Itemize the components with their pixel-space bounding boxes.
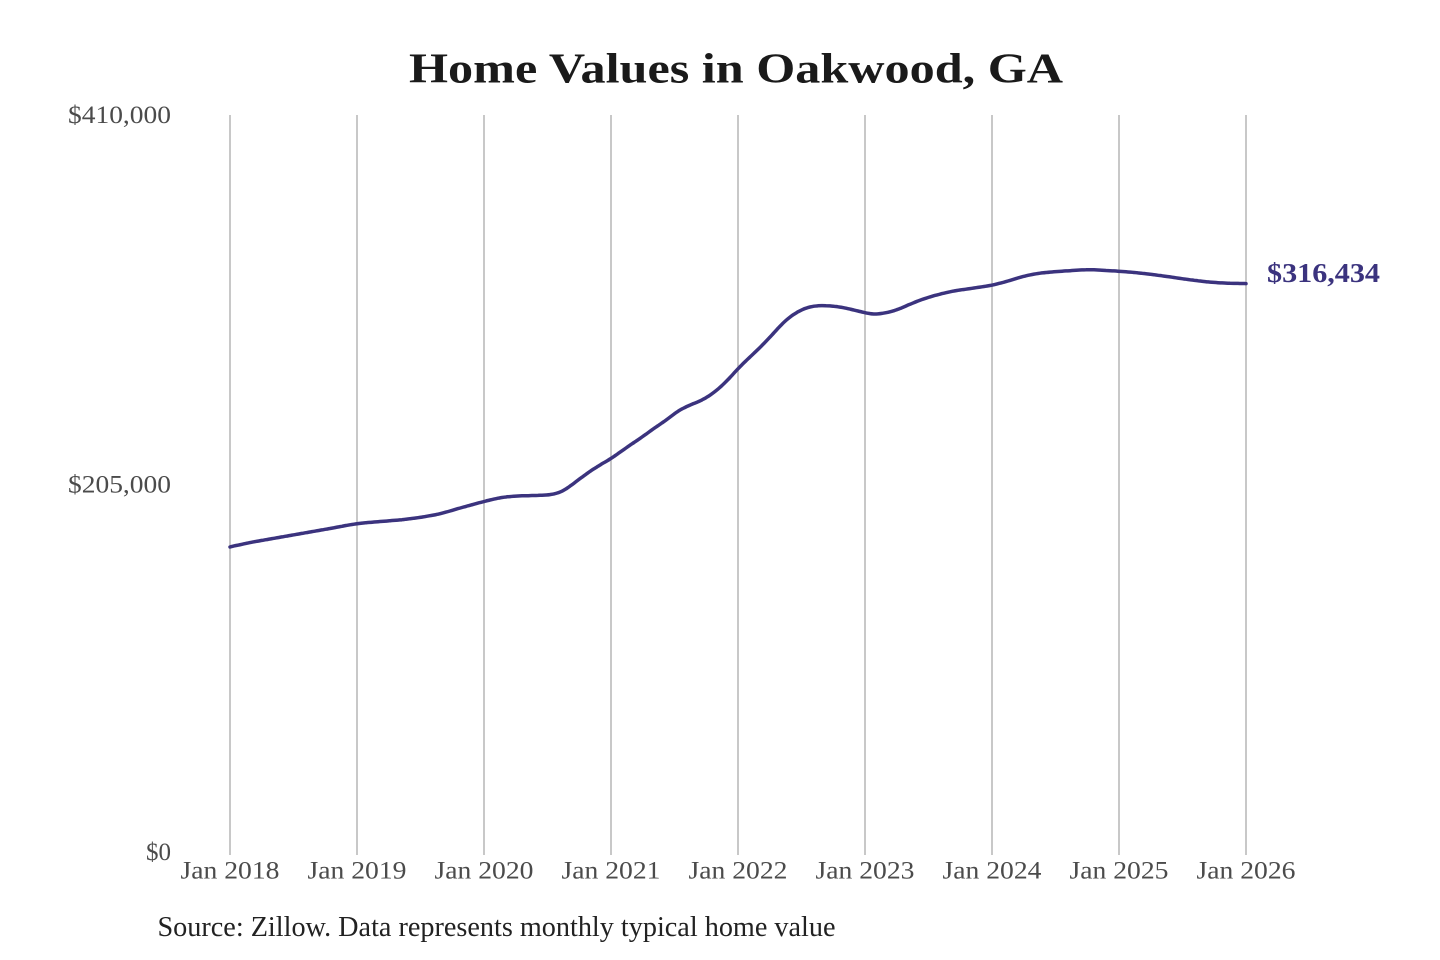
svg-text:$316,434: $316,434: [1267, 258, 1380, 288]
svg-text:Jan 2021: Jan 2021: [562, 858, 661, 885]
svg-text:Source: Zillow. Data represent: Source: Zillow. Data represents monthly …: [158, 912, 836, 943]
svg-text:$0: $0: [146, 839, 171, 866]
svg-text:Jan 2022: Jan 2022: [689, 858, 788, 885]
svg-text:$410,000: $410,000: [68, 102, 171, 129]
svg-text:Jan 2023: Jan 2023: [816, 858, 915, 885]
svg-text:Jan 2019: Jan 2019: [308, 858, 407, 885]
svg-text:$205,000: $205,000: [68, 472, 171, 499]
svg-text:Home Values in Oakwood, GA: Home Values in Oakwood, GA: [409, 47, 1064, 93]
svg-text:Jan 2026: Jan 2026: [1197, 858, 1296, 885]
svg-text:Jan 2020: Jan 2020: [435, 858, 534, 885]
svg-text:Jan 2025: Jan 2025: [1070, 858, 1169, 885]
svg-text:Jan 2024: Jan 2024: [943, 858, 1043, 885]
svg-text:Jan 2018: Jan 2018: [181, 858, 280, 885]
